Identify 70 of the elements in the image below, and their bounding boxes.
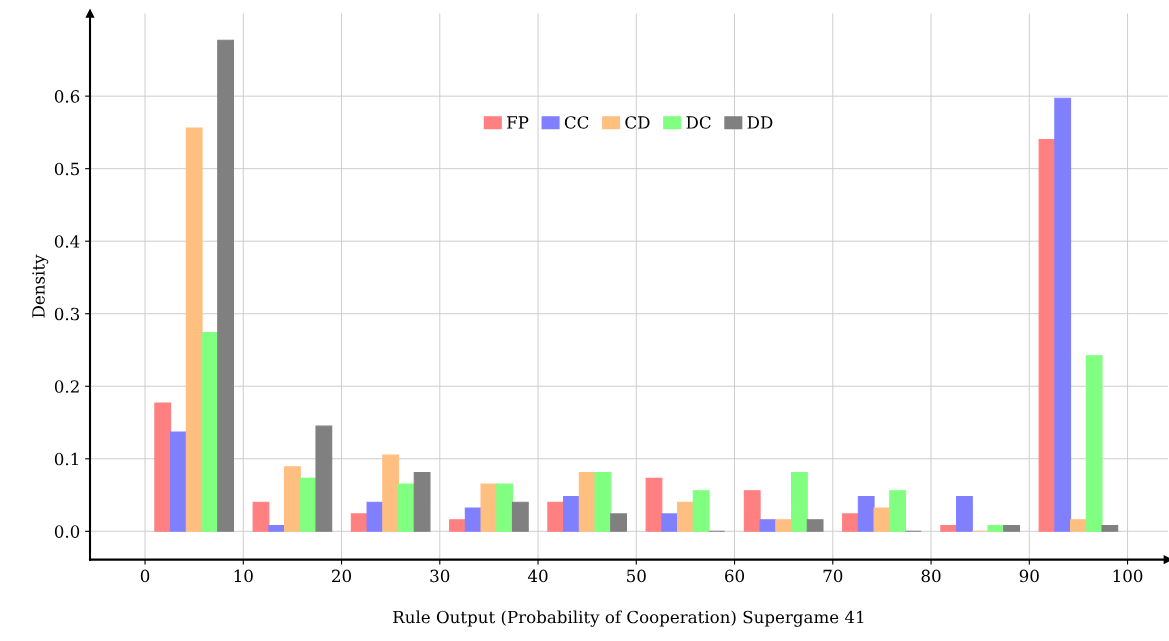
x-tick-label: 10	[234, 569, 253, 583]
bar	[661, 513, 679, 532]
bar	[1101, 524, 1119, 532]
bar	[547, 501, 565, 532]
bar	[790, 472, 808, 532]
bar	[987, 524, 1005, 532]
y-tick-label: 0.2	[54, 380, 79, 393]
y-axis-title: Density	[32, 254, 49, 318]
bar	[170, 431, 187, 532]
bar	[563, 495, 580, 532]
legend-label: FP	[507, 116, 529, 129]
bar	[759, 519, 777, 532]
x-tick-label: 90	[1019, 569, 1039, 583]
y-tick-label: 0.3	[54, 307, 80, 321]
bar	[692, 490, 710, 532]
bar	[1038, 139, 1056, 532]
bar	[857, 495, 875, 532]
bar	[201, 332, 219, 532]
bar	[956, 495, 973, 532]
y-tick-label: 0.6	[54, 90, 80, 103]
bar	[185, 127, 203, 532]
bar	[496, 483, 514, 532]
x-tick-label: 60	[725, 569, 745, 583]
x-tick-label: 80	[921, 569, 941, 583]
bar	[873, 507, 891, 532]
legend-label: DC	[686, 116, 711, 129]
x-tick-label: 40	[527, 569, 548, 583]
y-tick-label: 0.1	[54, 452, 78, 466]
y-tick-label: 0.5	[54, 162, 79, 176]
bar	[677, 501, 694, 532]
y-tick-label: 0.0	[54, 525, 80, 538]
bar	[252, 501, 270, 532]
bar	[806, 519, 824, 532]
bar	[382, 454, 400, 532]
y-tick-label: 0.4	[54, 235, 80, 248]
x-tick-label: 0	[140, 569, 150, 583]
x-tick-label: 70	[823, 569, 843, 583]
bar	[480, 483, 498, 532]
x-tick-label: 50	[627, 569, 646, 583]
bar	[217, 39, 235, 532]
legend-label: CD	[625, 116, 650, 129]
bar	[610, 513, 628, 532]
bar	[1054, 97, 1072, 532]
bar	[350, 513, 368, 532]
bar	[268, 524, 286, 532]
bar	[511, 501, 529, 532]
legend-label: DD	[747, 116, 773, 129]
bar	[1070, 519, 1087, 532]
x-axis-title: Rule Output (Probability of Cooperation) Supergame 41	[393, 610, 864, 627]
bar	[315, 425, 333, 532]
bar	[775, 519, 793, 532]
bar	[743, 490, 761, 532]
bar	[940, 524, 958, 532]
bar	[889, 490, 907, 532]
legend-label: CC	[564, 116, 589, 129]
bar	[1003, 524, 1021, 532]
x-tick-label: 30	[430, 569, 450, 583]
bar	[464, 507, 482, 532]
bar	[397, 483, 415, 532]
bar	[283, 466, 301, 532]
bar	[645, 477, 663, 532]
x-tick-label: 100	[1113, 569, 1143, 583]
bar	[594, 472, 612, 532]
bar	[154, 402, 172, 532]
bar	[1085, 355, 1103, 532]
x-tick-label: 20	[332, 569, 352, 583]
bar	[842, 513, 859, 532]
bar	[413, 472, 431, 532]
bar	[449, 519, 466, 532]
bar	[366, 501, 384, 532]
